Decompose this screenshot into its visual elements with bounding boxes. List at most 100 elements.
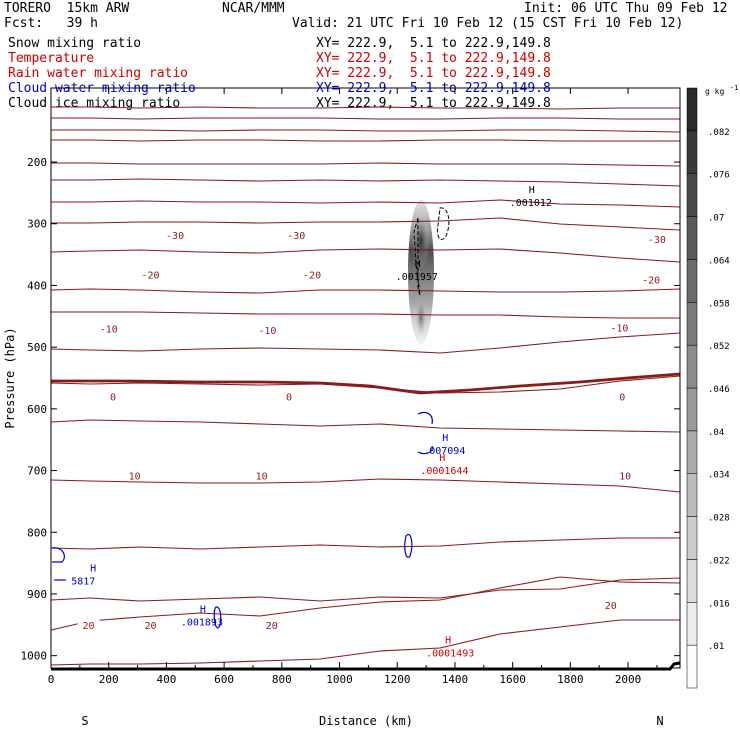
colorbar-swatch [686,387,698,432]
x-tick-label: 0 [48,673,55,686]
forecast-hour: Fcst: 39 h [4,16,98,31]
temperature-label: 10 [619,471,631,482]
temp-label-mask [77,618,100,630]
y-tick-label: 400 [27,279,47,292]
center-label: NCAR/MMM [222,1,285,16]
temperature-isotherm [50,537,680,550]
temperature-label: -30 [648,235,666,246]
snow-shade-lower [414,294,428,342]
max-value: .0001644 [420,466,468,477]
temp-label-mask [278,390,301,402]
temperature-label: -30 [166,231,184,242]
colorbar-label: .01 [708,642,724,652]
temperature-label: 20 [605,601,617,612]
temperature-isotherm [50,577,681,602]
colorbar-unit: g kg [705,87,724,96]
temperature-label: -10 [258,326,276,337]
colorbar-swatch [686,87,698,132]
max-value: .001957 [396,272,438,283]
temp-label-mask [640,273,663,285]
cloud-water-contour-mid [417,411,433,455]
cloud-water-contour-left [213,606,222,629]
temperature-isotherm [51,217,681,231]
temperature-isotherm [50,478,681,493]
x-tick-label: 1600 [499,673,526,686]
temperature-isotherm [51,129,681,133]
ice-contour-right [437,207,450,240]
field-name-rain: Rain water mixing ratio [8,66,189,81]
cloud-water-contour-edge [51,547,65,563]
temp-label-mask [301,268,324,280]
temp-label-mask [139,268,162,280]
temp-label-mask [614,469,637,481]
max-value: .0001493 [426,648,474,659]
x-tick-label: 1000 [326,673,353,686]
temperature-label: 10 [129,471,141,482]
temperature-isotherm [51,139,680,142]
colorbar-label: .022 [708,556,730,566]
temperature-isotherm [51,106,680,110]
temp-label-mask [260,618,283,630]
temp-label-mask [97,322,120,334]
init-time: Init: 06 UTC Thu 09 Feb 12 [524,1,728,16]
y-tick-label: 200 [27,156,47,169]
y-tick-label: 900 [27,588,47,601]
y-tick-label: 500 [27,341,47,354]
temperature-label: 20 [82,621,94,632]
temp-label-mask [285,228,308,240]
max-marker: H [90,564,96,575]
max-marker: H [439,453,445,464]
y-tick-label: 700 [27,465,47,478]
temperature-label: 10 [256,471,268,482]
ice-contour-snow [413,217,421,296]
temperature-isotherm [50,248,681,263]
max-marker: H [415,259,421,270]
temperature-label: 20 [145,621,157,632]
x-tick-label: 1800 [557,673,584,686]
field-name-snow: Snow mixing ratio [8,36,142,51]
colorbar-label: .064 [708,256,730,266]
colorbar-unit-exponent: -1 [730,84,738,92]
max-value: .001012 [510,198,552,209]
temp-label-mask [139,618,162,630]
max-marker: H [442,433,448,444]
y-tick-label: 600 [27,403,47,416]
temperature-label: 0 [286,393,292,404]
plot-frame [50,87,681,669]
colorbar-label: .082 [708,128,730,138]
x-tick-label: 400 [156,673,176,686]
temperature-isotherm [51,311,680,319]
temperature-isotherm-zero [51,372,681,395]
colorbar-label: .034 [708,471,730,481]
north-end-label: N [656,714,663,728]
cloud-water-contour-800 [404,534,413,558]
colorbar-swatch [686,216,698,260]
x-axis-label: Distance (km) [319,714,413,728]
colorbar-swatch [686,644,698,689]
temperature-isotherm [50,419,681,433]
max-value: .007094 [423,446,465,457]
field-xy-temperature: XY= 222.9, 5.1 to 222.9,149.8 [316,51,551,66]
colorbar-swatch [686,302,698,346]
max-value: 5817 [71,577,95,588]
valid-time: Valid: 21 UTC Fri 10 Feb 12 (15 CST Fri … [292,16,684,31]
temp-label-mask [611,390,634,402]
x-tick-label: 2000 [615,673,642,686]
temp-label-mask [256,323,279,335]
x-tick-label: 800 [272,673,292,686]
temperature-label: -20 [642,275,660,286]
colorbar-swatch [686,130,698,174]
temperature-isotherm [50,288,681,294]
temp-label-mask [102,390,125,402]
temp-label-mask [645,233,668,245]
temp-label-mask [250,469,273,481]
temperature-label: 0 [619,393,625,404]
temperature-isotherm [50,332,681,354]
colorbar-label: .016 [708,599,730,609]
y-axis-label: Pressure (hPa) [3,327,17,428]
temp-label-mask [123,469,146,481]
temperature-label: -10 [100,325,118,336]
colorbar-label: .076 [708,171,730,181]
colorbar-label: .052 [708,342,730,352]
